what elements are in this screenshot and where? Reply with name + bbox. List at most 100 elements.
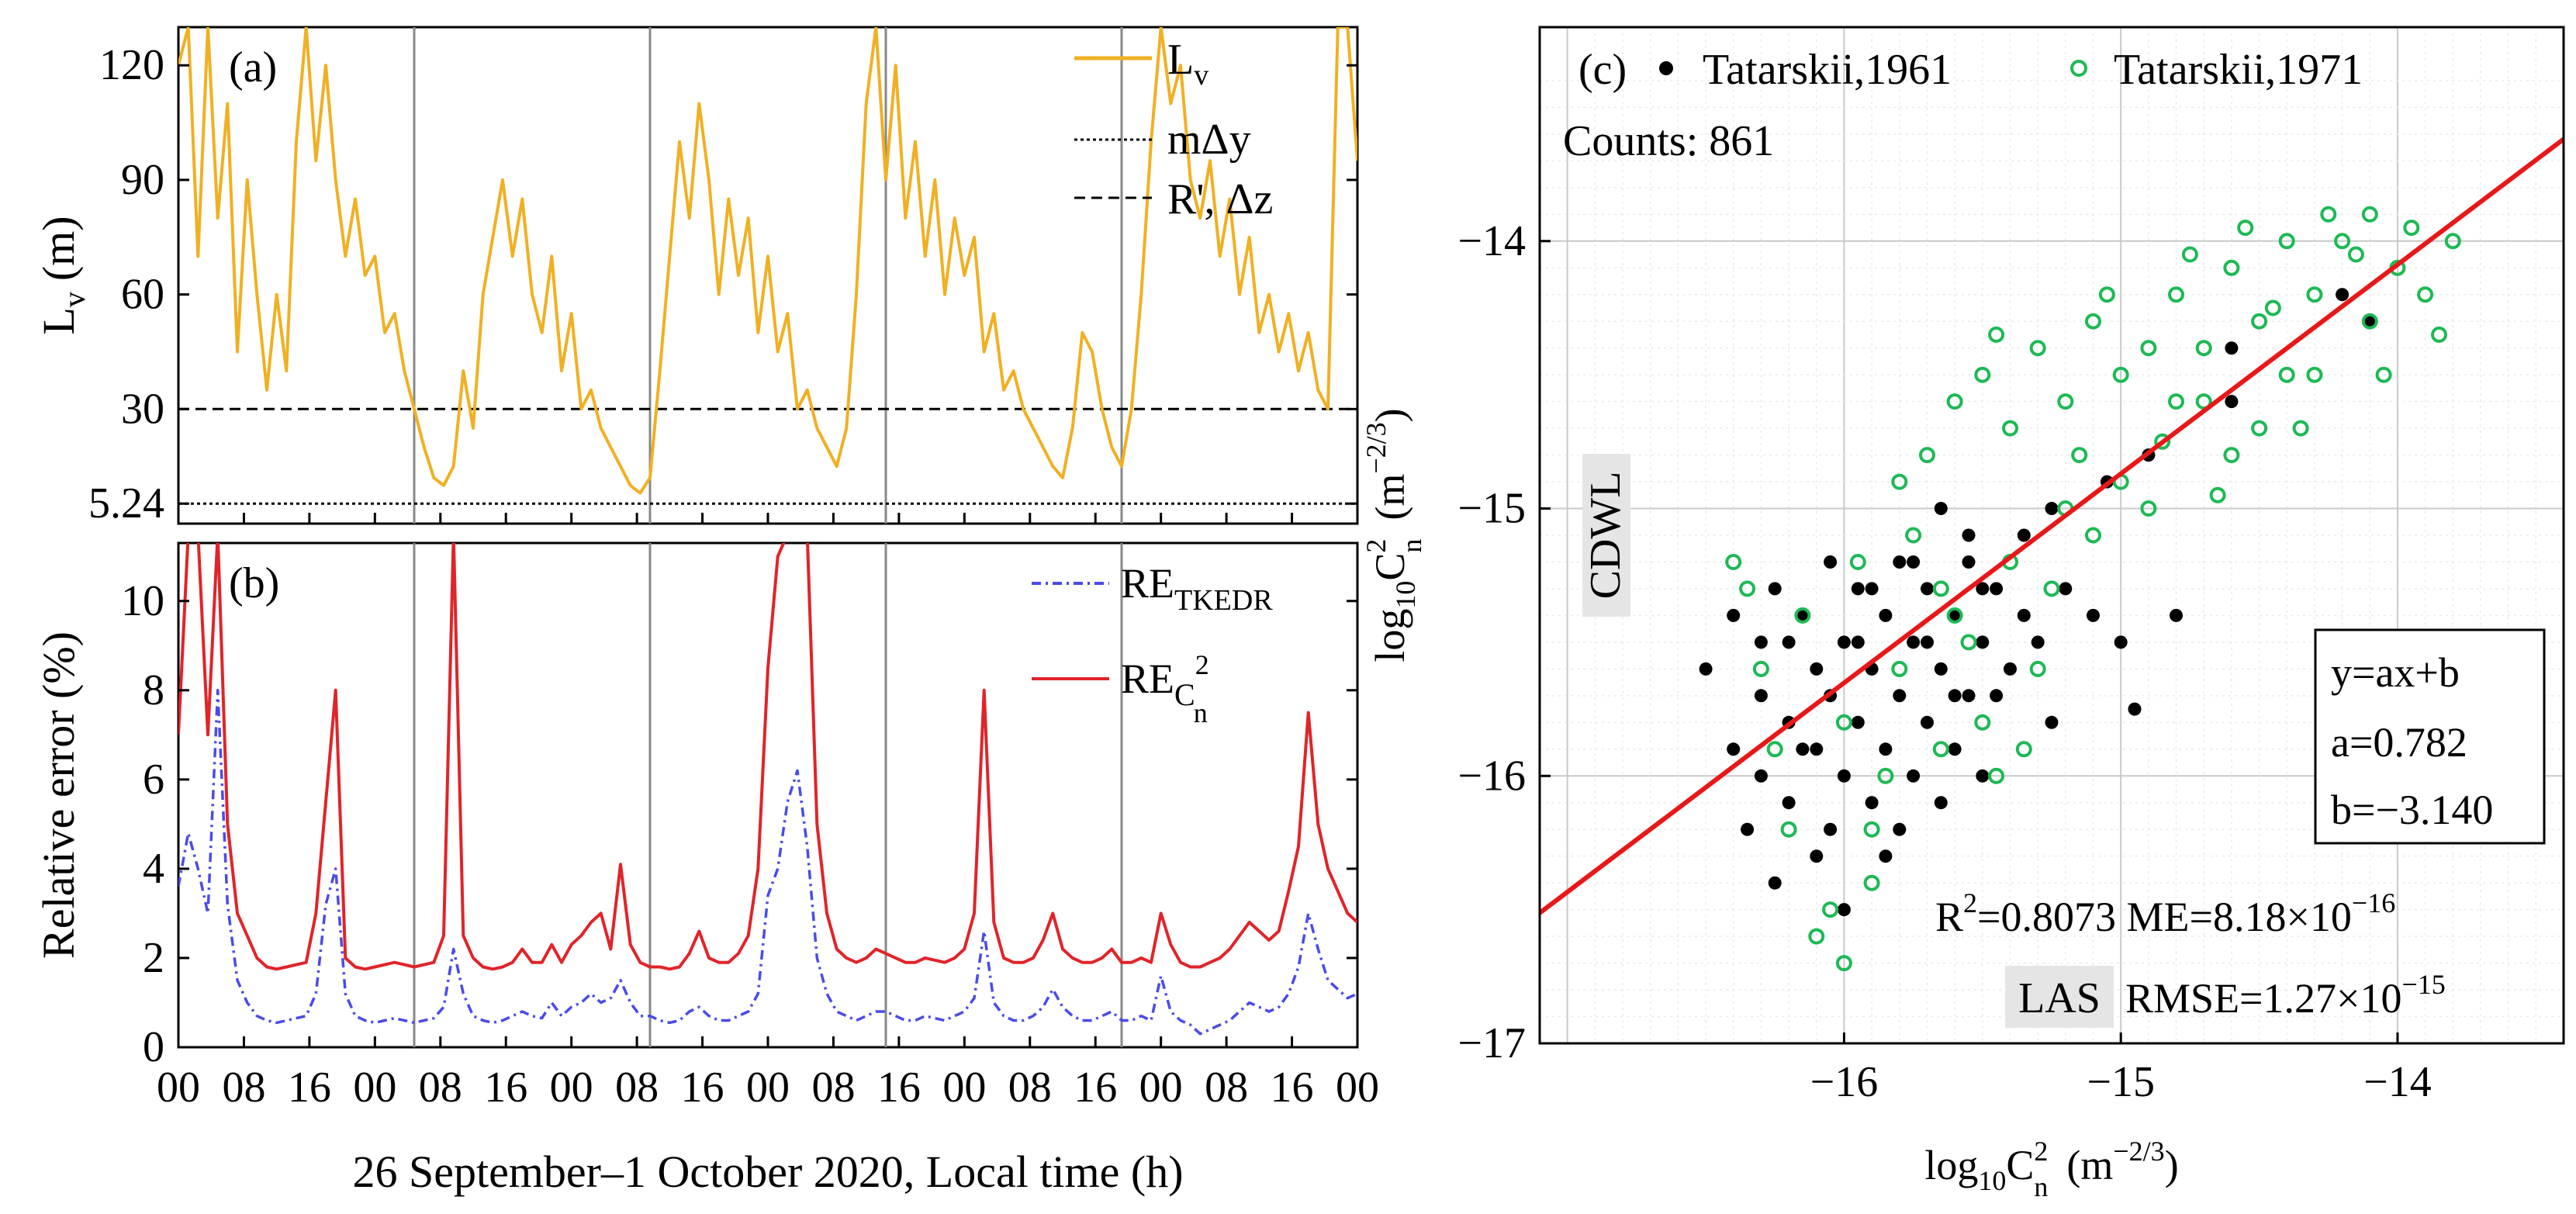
point-1971-8 [1946, 393, 1963, 410]
b-xtick-label-1: 08 [222, 1064, 265, 1112]
point-1971-42 [2306, 366, 2323, 383]
legend-rdz-label: R', Δz [1167, 175, 1273, 223]
panel-c: −16 −15 −14 −17 −16 −15 −14 (c) Tatarskii,1961… [1361, 26, 2565, 1202]
point-1971-55 [1988, 767, 2005, 784]
point-1971-26 [2444, 233, 2461, 250]
point-1961-26 [1893, 822, 1907, 836]
las-badge [2005, 966, 2114, 1028]
point-1971-19 [2251, 313, 2268, 330]
b-xtick-label-16: 08 [1205, 1064, 1248, 1112]
panel-a-y-ticks: 5.24 30 60 90 120 [88, 41, 1357, 527]
figure-xlabel: 26 September–1 October 2020, Local time … [352, 1147, 1183, 1197]
panel-a-lv-series [178, 27, 1357, 495]
point-1971-46 [2237, 220, 2254, 237]
panel-c-points [1699, 206, 2461, 972]
point-1961-0 [1699, 662, 1713, 676]
point-1971-43 [2361, 313, 2378, 330]
point-1961-58 [1921, 635, 1934, 649]
point-1971-38 [2085, 527, 2101, 544]
point-1971-54 [1932, 741, 1949, 758]
c-ytick-label-2: −15 [1457, 485, 1526, 533]
b-xtick-label-10: 08 [811, 1064, 855, 1112]
point-1961-56 [1865, 582, 1879, 596]
panel-b-y-ticks: 0 2 4 6 8 10 [121, 577, 1357, 1071]
point-1961-38 [1976, 769, 1990, 783]
point-1961-19 [1851, 715, 1865, 729]
point-1961-71 [2225, 341, 2239, 355]
point-1971-29 [2168, 393, 2184, 410]
a-ytick-label-0: 5.24 [88, 479, 164, 527]
point-1961-41 [2017, 528, 2031, 542]
point-1961-67 [1962, 528, 1976, 542]
panel-a-ylabel: Lv(m) [33, 216, 92, 334]
point-1971-65 [2154, 433, 2171, 450]
point-1971-10 [2002, 420, 2018, 437]
fit-box [2314, 628, 2546, 845]
point-1961-30 [1921, 715, 1934, 729]
b-xtick-label-9: 00 [746, 1064, 790, 1112]
point-1971-20 [2278, 233, 2295, 250]
point-1961-62 [2017, 608, 2031, 622]
point-1961-15 [1837, 635, 1851, 649]
point-1961-28 [1907, 769, 1921, 783]
point-1971-69 [1932, 580, 1949, 597]
b-xtick-label-7: 08 [615, 1064, 659, 1112]
point-1961-18 [1851, 582, 1865, 596]
panel-a-day-separators [413, 27, 1123, 524]
point-1971-6 [1891, 473, 1908, 490]
point-1961-43 [2045, 715, 2059, 729]
point-1961-65 [1879, 849, 1893, 863]
b-xtick-label-6: 00 [550, 1064, 593, 1112]
point-1971-52 [1794, 607, 1811, 624]
point-1961-16 [1837, 769, 1851, 783]
point-1961-17 [1837, 903, 1851, 917]
point-1971-22 [2334, 233, 2351, 250]
point-1961-54 [1810, 742, 1824, 756]
b-xtick-label-13: 08 [1008, 1064, 1052, 1112]
point-1961-8 [1782, 796, 1796, 810]
point-1961-52 [1754, 689, 1768, 703]
point-1971-34 [1891, 660, 1908, 677]
point-1971-45 [2320, 206, 2337, 223]
point-1971-21 [2306, 286, 2323, 303]
point-1971-61 [1863, 821, 1880, 838]
point-1971-18 [2223, 259, 2240, 276]
point-1971-16 [2168, 286, 2184, 303]
point-1961-66 [1934, 502, 1948, 515]
point-1961-45 [2087, 608, 2100, 622]
point-1971-1 [1752, 660, 1769, 677]
panel-b-day-separators [413, 543, 1123, 1047]
point-1961-34 [1948, 742, 1962, 756]
panel-a: 5.24 30 60 90 120 (a) Lv(m) Lv mΔy R', Δz [33, 26, 1359, 527]
point-1971-13 [2085, 313, 2101, 330]
point-1971-66 [2264, 299, 2281, 316]
a-ytick-label-1: 30 [121, 385, 164, 433]
fit-a: a=0.782 [2331, 719, 2467, 766]
point-1961-11 [1810, 662, 1824, 676]
point-1971-17 [2195, 340, 2212, 357]
legend-1961-marker [1659, 61, 1673, 75]
b-xtick-label-4: 08 [419, 1064, 462, 1112]
point-1961-25 [1893, 689, 1907, 703]
counts-label: Counts: 861 [1563, 117, 1774, 165]
a-ytick-label-2: 60 [121, 271, 164, 319]
point-1971-3 [1808, 928, 1825, 945]
panel-c-fit-line [1540, 137, 2564, 915]
point-1961-1 [1727, 742, 1741, 756]
panel-a-legend: Lv mΔy R', Δz [1074, 36, 1273, 223]
b-xtick-label-5: 16 [484, 1064, 527, 1112]
point-1961-22 [1879, 608, 1893, 622]
re-cn2-line [178, 543, 1357, 971]
c-xtick-label-2: −14 [2363, 1058, 2432, 1106]
b-xtick-label-15: 00 [1139, 1064, 1183, 1112]
lv-line [178, 27, 1357, 495]
point-1971-70 [1766, 741, 1783, 758]
legend-re-cn2-label: REC2 n [1121, 649, 1209, 728]
b-xtick-label-0: 00 [157, 1064, 200, 1112]
fit-equation: y=ax+b [2331, 649, 2460, 696]
point-1971-12 [2057, 393, 2074, 410]
panel-a-frame [177, 26, 1359, 525]
point-1971-68 [2071, 447, 2088, 464]
point-1971-9 [1974, 366, 1991, 383]
